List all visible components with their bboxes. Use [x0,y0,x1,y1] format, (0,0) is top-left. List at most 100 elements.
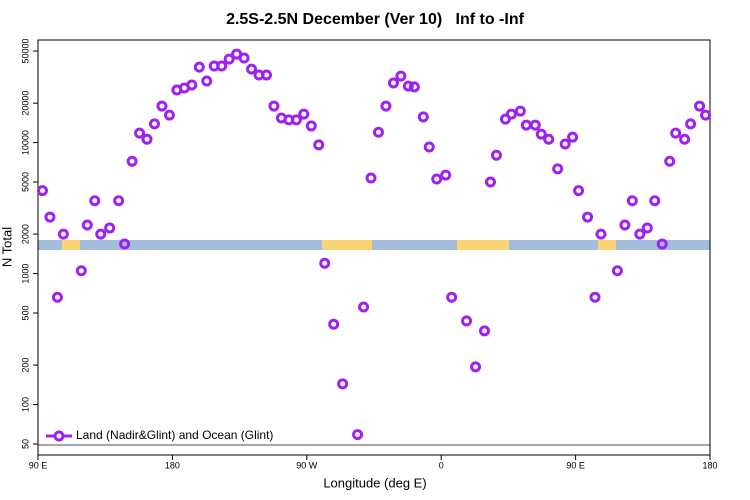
point [246,63,258,75]
y-axis-label: N Total [0,227,14,267]
point [589,291,601,303]
point [51,291,63,303]
point [186,79,198,91]
point [656,238,668,250]
legend-item: Land (Nadir&Glint) and Ocean (Glint) [46,428,273,442]
point [694,100,706,112]
point [268,100,280,112]
point [543,133,555,145]
point [490,149,502,161]
point [417,111,429,123]
y-tick-label: 500 [20,305,30,320]
x-axis-label: Longitude (deg E) [323,475,426,490]
point [44,211,56,223]
point [313,139,325,151]
point [104,222,116,234]
ocean-band [38,240,710,250]
point [552,163,564,175]
point [679,133,691,145]
point [95,228,107,240]
point [670,127,682,139]
plot-frame [37,39,711,456]
point [319,257,331,269]
x-tick-label: 90 W [296,460,318,470]
point [36,185,48,197]
point [380,100,392,112]
point [260,69,272,81]
x-tick-label: 90 E [566,460,585,470]
point [290,114,302,126]
point [402,80,414,92]
point [595,228,607,240]
point [352,429,364,441]
legend-marker [53,430,65,442]
point [484,176,496,188]
point [408,81,420,93]
chart-title: 2.5S-2.5N December (Ver 10) Inf to -Inf [226,11,525,28]
point [514,105,526,117]
point [148,118,160,130]
point [529,119,541,131]
point [461,315,473,327]
point [446,291,458,303]
point [156,100,168,112]
point [337,378,349,390]
point [535,128,547,140]
point [141,133,153,145]
point [619,219,631,231]
point [75,265,87,277]
surface-band [38,240,710,250]
point [163,109,175,121]
x-tick-label: 180 [165,460,180,470]
point [634,228,646,240]
land-patch [457,240,509,250]
y-tick-label: 200 [20,358,30,373]
point [113,195,125,207]
y-tick-label: 10000 [20,130,30,155]
point [700,109,712,121]
point [641,222,653,234]
x-tick-label: 0 [439,460,444,470]
point [193,61,205,73]
point [559,138,571,150]
x-tick-label: 90 E [29,460,48,470]
y-tick-label: 50 [20,439,30,449]
point [298,108,310,120]
point [81,219,93,231]
y-tick-label: 5000 [20,172,30,192]
point [573,185,585,197]
y-tick-label: 50000 [20,39,30,64]
point [358,301,370,313]
point [223,53,235,65]
point [582,211,594,223]
point [387,77,399,89]
land-patch [598,240,616,250]
point [664,155,676,167]
point [126,155,138,167]
y-tick-label: 2000 [20,224,30,244]
point [201,75,213,87]
point [685,118,697,130]
land-patch [322,240,372,250]
point [440,169,452,181]
point [89,195,101,207]
y-tick-label: 1000 [20,264,30,284]
point [216,60,228,72]
point [479,325,491,337]
x-tick-label: 180 [702,460,717,470]
y-tick-label: 20000 [20,91,30,116]
point [365,172,377,184]
point [305,120,317,132]
point [649,195,661,207]
land-patch [62,240,80,250]
y-tick-label: 100 [20,397,30,412]
point [567,131,579,143]
point [611,265,623,277]
point [395,70,407,82]
point [238,52,250,64]
legend-label: Land (Nadir&Glint) and Ocean (Glint) [76,428,273,442]
point [57,228,69,240]
point [470,361,482,373]
point [423,141,435,153]
